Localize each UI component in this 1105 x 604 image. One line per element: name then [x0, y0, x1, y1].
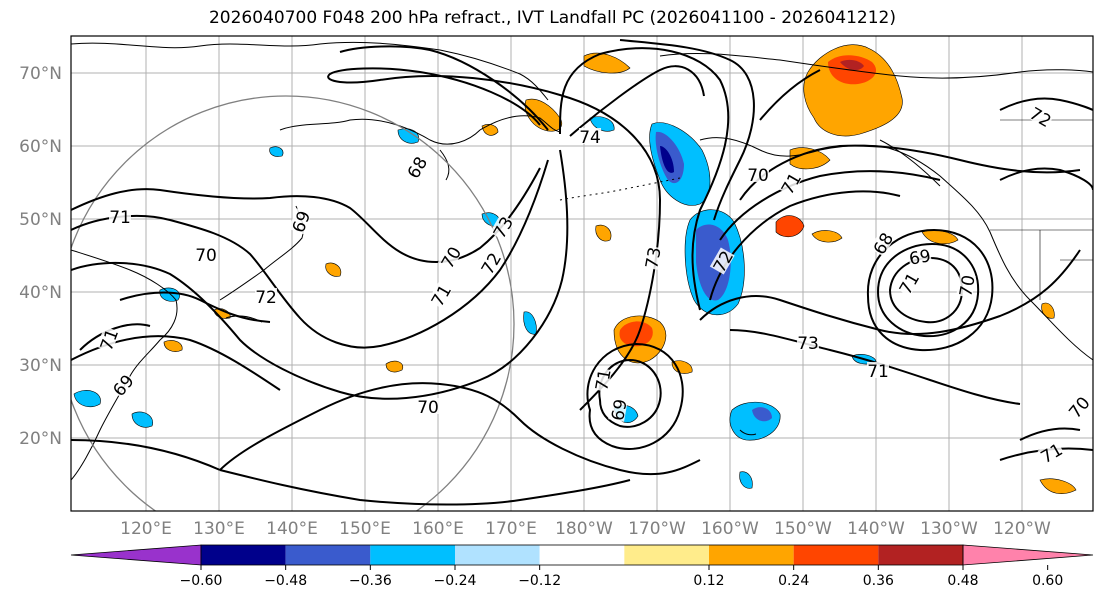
latitude-label: 70°N [19, 64, 62, 84]
longitude-label: 140°W [847, 519, 905, 539]
positive-anomaly-southeast [1039, 478, 1077, 494]
latitude-label: 60°N [19, 137, 62, 157]
negative-anomaly-small-6 [269, 146, 284, 157]
map-title: 2026040700 F048 200 hPa refract., IVT La… [208, 8, 896, 28]
contour-label: 73 [642, 246, 665, 271]
longitude-labels: 120°E 130°E 140°E 150°E 160°E 170°E 180°W 170°W… [120, 519, 1051, 539]
contour-label: 73 [797, 334, 819, 354]
positive-anomaly-japan-east [325, 262, 342, 277]
colorbar-tick-label: −0.48 [264, 573, 307, 589]
negative-anomaly-bering [649, 122, 711, 206]
longitude-label: 170°W [628, 519, 686, 539]
contour-label: 69 [608, 398, 631, 423]
negative-anomaly-hawaii-core [752, 407, 772, 422]
contour-label: 71 [592, 368, 615, 393]
contour-label: 72 [255, 288, 277, 308]
gridlines [71, 36, 1093, 511]
map-frame [70, 35, 1094, 512]
colorbar-tick-label: 0.24 [778, 573, 809, 589]
longitude-label: 140°E [266, 519, 318, 539]
colorbar-tick-label: −0.24 [434, 573, 477, 589]
positive-anomaly-mid-1 [775, 215, 805, 238]
latitude-label: 20°N [19, 429, 62, 449]
negative-anomaly-southwest [73, 390, 101, 407]
longitude-label: 150°W [774, 519, 832, 539]
longitude-label: 120°E [120, 519, 172, 539]
colorbar-tick-label: 0.36 [863, 573, 894, 589]
colorbar-segment [285, 545, 371, 565]
colorbar-segment [878, 545, 963, 565]
longitude-label: 120°W [993, 519, 1051, 539]
longitude-label: 160°E [412, 519, 464, 539]
longitude-label: 170°E [485, 519, 537, 539]
longitude-label: 150°E [339, 519, 391, 539]
longitude-label: 160°W [701, 519, 759, 539]
colorbar-extend-max [962, 544, 1094, 566]
colorbar-segment [539, 545, 625, 565]
great-circle-ring [71, 95, 515, 511]
colorbar-tick-label: −0.12 [518, 573, 561, 589]
contour-label: 69 [908, 246, 933, 269]
contour-label: 70 [195, 246, 217, 266]
colorbar-segment [455, 545, 540, 565]
contour-label: 74 [579, 128, 601, 148]
colorbar-tick-label: 0.60 [1032, 573, 1063, 589]
colorbar-extend-min [70, 544, 202, 566]
negative-anomaly-bering-west [589, 116, 615, 132]
positive-anomaly-gulf [789, 147, 831, 170]
colorbar-segment [624, 545, 709, 565]
contour-label: 70 [956, 274, 979, 299]
ivt-shading [73, 44, 1077, 494]
colorbar [70, 544, 1094, 566]
map-background [71, 36, 1093, 511]
longitude-label: 130°E [193, 519, 245, 539]
longitude-label: 130°W [920, 519, 978, 539]
colorbar-segment [709, 545, 794, 565]
colorbar-tick-label: 0.48 [947, 573, 978, 589]
negative-anomaly-small-3 [131, 411, 153, 428]
latitude-label: 40°N [19, 283, 62, 303]
longitude-label: 180°W [555, 519, 613, 539]
negative-anomaly-small-5 [739, 471, 753, 489]
colorbar-segment [793, 545, 879, 565]
contour-label: 70 [747, 166, 769, 186]
positive-anomaly-small-3 [671, 360, 693, 374]
colorbar-tick-label: −0.36 [349, 573, 392, 589]
latitude-label: 50°N [19, 210, 62, 230]
latitude-labels: 70°N 60°N 50°N 40°N 30°N 20°N [19, 64, 62, 449]
latitude-label: 30°N [19, 356, 62, 376]
colorbar-tick-label: −0.60 [180, 573, 223, 589]
contour-label: 71 [109, 208, 131, 228]
colorbar-segment [201, 545, 286, 565]
colorbar-ticks: −0.60 −0.48 −0.36 −0.24 −0.12 0.12 0.24 0.36 0.4… [180, 565, 1063, 589]
colorbar-tick-label: 0.12 [693, 573, 724, 589]
positive-anomaly-baja [1041, 302, 1055, 319]
positive-anomaly-kamchatka [524, 98, 563, 132]
positive-anomaly-china-coast [163, 340, 183, 352]
positive-anomaly-mid-2 [811, 230, 843, 243]
colorbar-segment [370, 545, 455, 565]
positive-anomaly-small-2 [595, 224, 612, 242]
contour-label: 71 [867, 362, 889, 382]
positive-anomaly-small-4 [385, 360, 404, 373]
contour-label: 70 [417, 398, 439, 418]
